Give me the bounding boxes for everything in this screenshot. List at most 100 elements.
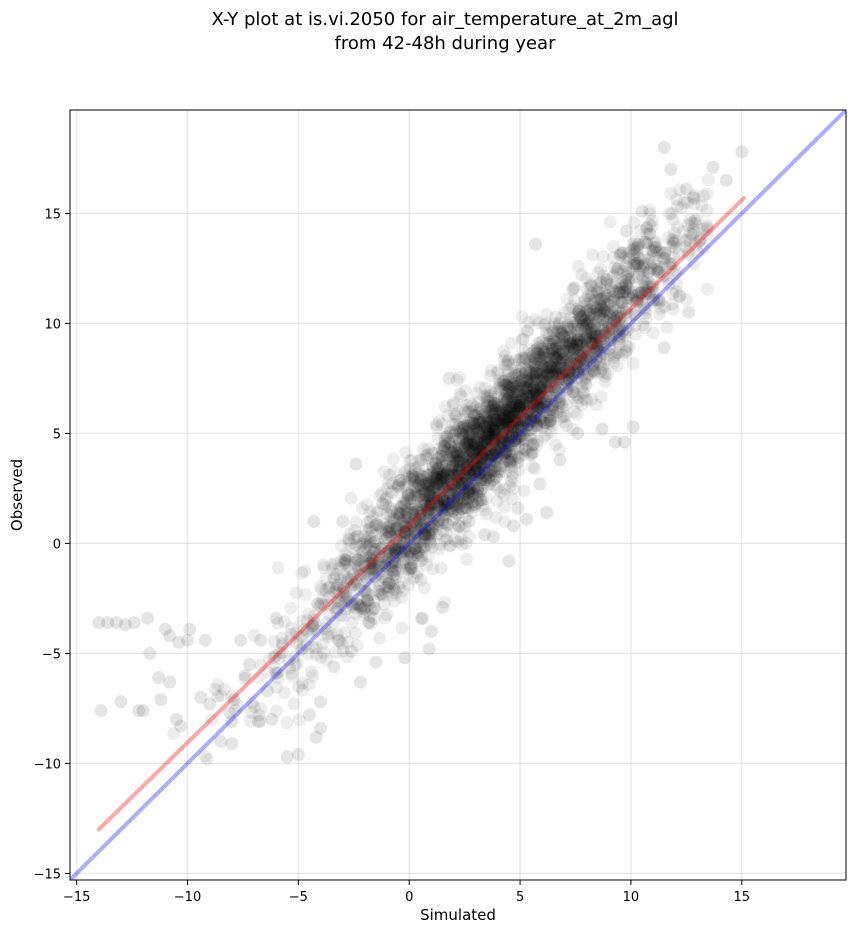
scatter-point xyxy=(558,305,572,319)
scatter-point xyxy=(359,523,373,537)
scatter-point xyxy=(511,416,525,430)
scatter-point xyxy=(421,503,435,517)
scatter-point xyxy=(163,675,177,689)
scatter-point xyxy=(487,423,501,437)
scatter-point xyxy=(394,499,408,513)
scatter-point xyxy=(484,423,498,437)
scatter-point xyxy=(291,748,305,762)
scatter-point xyxy=(483,415,497,429)
scatter-point xyxy=(513,399,527,413)
scatter-point xyxy=(408,464,422,478)
scatter-point xyxy=(519,442,533,456)
scatter-point xyxy=(477,465,491,479)
scatter-point xyxy=(562,338,576,352)
scatter-point xyxy=(505,424,519,438)
scatter-point xyxy=(499,410,513,424)
x-tick-label: −5 xyxy=(289,890,308,905)
scatter-point xyxy=(421,468,435,482)
scatter-point xyxy=(594,390,608,404)
scatter-point xyxy=(491,481,505,495)
scatter-point xyxy=(398,541,412,555)
scatter-point xyxy=(428,519,442,533)
scatter-point xyxy=(425,467,439,481)
scatter-point xyxy=(618,345,632,359)
scatter-point xyxy=(550,405,564,419)
scatter-point xyxy=(586,310,600,324)
scatter-point xyxy=(609,264,623,278)
scatter-point xyxy=(493,383,507,397)
scatter-point xyxy=(405,552,419,566)
scatter-point xyxy=(456,423,470,437)
scatter-point xyxy=(515,407,529,421)
scatter-point xyxy=(389,545,403,559)
scatter-point xyxy=(479,507,493,521)
scatter-point xyxy=(251,671,265,685)
scatter-point xyxy=(387,513,401,527)
scatter-point xyxy=(690,245,704,259)
scatter-point xyxy=(390,542,404,556)
scatter-point xyxy=(375,540,389,554)
scatter-point xyxy=(503,410,517,424)
scatter-point xyxy=(446,504,460,518)
scatter-point xyxy=(664,261,678,275)
scatter-point xyxy=(337,567,351,581)
scatter-point xyxy=(553,356,567,370)
scatter-point xyxy=(590,303,604,317)
scatter-point xyxy=(439,495,453,509)
scatter-point xyxy=(579,327,593,341)
scatter-point xyxy=(377,597,391,611)
scatter-point xyxy=(351,559,365,573)
scatter-point xyxy=(408,542,422,556)
scatter-point xyxy=(568,342,582,356)
scatter-point xyxy=(507,433,521,447)
scatter-point xyxy=(569,348,583,362)
scatter-point xyxy=(535,357,549,371)
scatter-point xyxy=(405,469,419,483)
scatter-point xyxy=(557,415,571,429)
scatter-point xyxy=(598,342,612,356)
scatter-point xyxy=(603,320,617,334)
scatter-point xyxy=(586,329,600,343)
scatter-point xyxy=(620,259,634,273)
scatter-point xyxy=(394,501,408,515)
scatter-point xyxy=(449,502,463,516)
scatter-point xyxy=(509,413,523,427)
scatter-point xyxy=(431,486,445,500)
scatter-point xyxy=(574,322,588,336)
scatter-point xyxy=(265,712,279,726)
scatter-point xyxy=(462,486,476,500)
scatter-point xyxy=(174,719,188,733)
scatter-point xyxy=(454,453,468,467)
scatter-point xyxy=(442,497,456,511)
scatter-point xyxy=(460,458,474,472)
scatter-point xyxy=(299,588,313,602)
scatter-point xyxy=(636,274,650,288)
scatter-point xyxy=(325,558,339,572)
scatter-point xyxy=(505,381,519,395)
scatter-point xyxy=(444,476,458,490)
scatter-point xyxy=(610,322,624,336)
scatter-point xyxy=(474,432,488,446)
scatter-point xyxy=(520,400,534,414)
scatter-point xyxy=(493,406,507,420)
scatter-point xyxy=(518,413,532,427)
scatter-point xyxy=(483,465,497,479)
scatter-point xyxy=(467,417,481,431)
scatter-point xyxy=(590,330,604,344)
scatter-point xyxy=(455,427,469,441)
scatter-point xyxy=(438,468,452,482)
scatter-point xyxy=(581,310,595,324)
scatter-point xyxy=(541,394,555,408)
scatter-point xyxy=(598,369,612,383)
scatter-point xyxy=(435,485,449,499)
scatter-point xyxy=(581,302,595,316)
scatter-point xyxy=(437,508,451,522)
scatter-point xyxy=(493,407,507,421)
scatter-point xyxy=(457,488,471,502)
scatter-point xyxy=(523,385,537,399)
scatter-point xyxy=(357,605,371,619)
scatter-point xyxy=(575,316,589,330)
scatter-point xyxy=(555,326,569,340)
scatter-point xyxy=(416,499,430,513)
scatter-point xyxy=(541,416,555,430)
